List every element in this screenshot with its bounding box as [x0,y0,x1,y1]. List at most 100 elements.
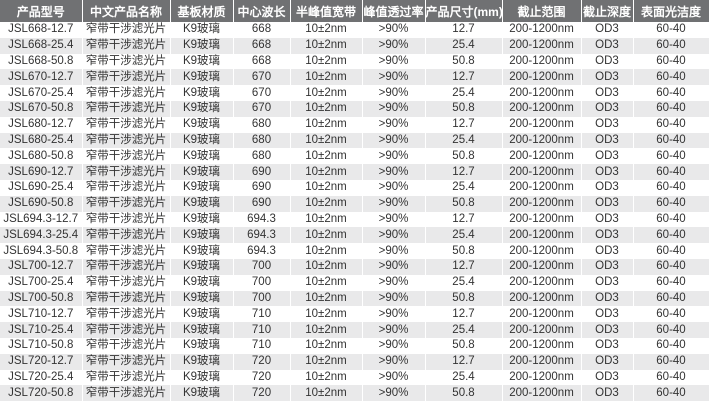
table-cell: 200-1200nm [502,306,582,323]
table-row: JSL680-25.4 窄带干涉滤光片 K9玻璃 680 10±2nm >90% 25.4 2… [0,132,709,149]
table-cell: 10±2nm [290,132,363,149]
table-cell: 50.8 [425,337,503,354]
table-cell: 10±2nm [290,306,363,323]
table-cell: 50.8 [425,290,503,307]
table-cell: JSL700-12.7 [0,258,83,275]
table-cell: 60-40 [633,243,709,259]
table-cell: JSL680-50.8 [0,148,83,165]
table-row: JSL710-12.7 窄带干涉滤光片 K9玻璃 710 10±2nm >90% 12.7 2… [0,306,709,323]
table-cell: >90% [362,85,426,101]
table-cell: 窄带干涉滤光片 [82,195,171,212]
table-cell: K9玻璃 [170,337,234,354]
column-header: 表面光洁度 [633,0,709,22]
table-cell: 670 [233,69,291,86]
table-cell: >90% [362,69,426,86]
table-cell: >90% [362,322,426,338]
table-cell: 690 [233,164,291,180]
table-cell: 60-40 [633,100,709,117]
table-cell: 680 [233,148,291,165]
table-cell: 668 [233,53,291,70]
table-cell: 10±2nm [290,258,363,275]
table-cell: K9玻璃 [170,306,234,323]
table-cell: 60-40 [633,179,709,196]
table-cell: 710 [233,322,291,338]
header-row: 产品型号 中文产品名称 基板材质 中心波长 半峰值宽带 峰值透过率 产品尺寸(mm) 截止范围… [0,0,709,22]
table-row: JSL700-50.8 窄带干涉滤光片 K9玻璃 700 10±2nm >90% 50.8 2… [0,290,709,307]
table-cell: 10±2nm [290,195,363,212]
table-cell: 668 [233,37,291,54]
table-cell: 10±2nm [290,243,363,259]
table-cell: 60-40 [633,69,709,86]
table-cell: K9玻璃 [170,22,234,38]
table-cell: OD3 [581,274,634,291]
table-cell: 窄带干涉滤光片 [82,274,171,291]
table-cell: 694.3 [233,211,291,228]
table-cell: K9玻璃 [170,100,234,117]
table-cell: OD3 [581,116,634,133]
table-cell: 50.8 [425,195,503,212]
table-cell: 50.8 [425,148,503,165]
table-cell: JSL670-50.8 [0,100,83,117]
table-cell: 60-40 [633,306,709,323]
table-cell: 60-40 [633,337,709,354]
table-cell: 窄带干涉滤光片 [82,164,171,180]
table-cell: 200-1200nm [502,243,582,259]
table-cell: >90% [362,274,426,291]
table-cell: 200-1200nm [502,22,582,38]
table-cell: 694.3 [233,243,291,259]
table-cell: OD3 [581,53,634,70]
table-cell: 10±2nm [290,274,363,291]
table-cell: 12.7 [425,22,503,38]
table-cell: 12.7 [425,258,503,275]
table-cell: 窄带干涉滤光片 [82,243,171,259]
table-cell: JSL710-12.7 [0,306,83,323]
table-cell: 60-40 [633,22,709,38]
table-cell: OD3 [581,290,634,307]
table-row: JSL670-25.4 窄带干涉滤光片 K9玻璃 670 10±2nm >90% 25.4 2… [0,85,709,101]
table-cell: 窄带干涉滤光片 [82,37,171,54]
table-cell: >90% [362,227,426,244]
table-cell: 窄带干涉滤光片 [82,322,171,338]
table-row: JSL720-50.8 窄带干涉滤光片 K9玻璃 720 10±2nm >90% 50.8 2… [0,385,709,401]
table-cell: JSL720-12.7 [0,353,83,370]
table-cell: 200-1200nm [502,164,582,180]
table-cell: 窄带干涉滤光片 [82,179,171,196]
table-cell: OD3 [581,132,634,149]
table-cell: 60-40 [633,211,709,228]
table-cell: 12.7 [425,69,503,86]
table-cell: >90% [362,148,426,165]
table-cell: JSL720-50.8 [0,385,83,401]
table-row: JSL710-25.4 窄带干涉滤光片 K9玻璃 710 10±2nm >90% 25.4 2… [0,322,709,338]
table-cell: 50.8 [425,100,503,117]
table-cell: JSL710-50.8 [0,337,83,354]
table-cell: OD3 [581,37,634,54]
column-header: 产品尺寸(mm) [425,0,503,22]
table-cell: K9玻璃 [170,164,234,180]
table-cell: 窄带干涉滤光片 [82,22,171,38]
table-row: JSL700-25.4 窄带干涉滤光片 K9玻璃 700 10±2nm >90% 25.4 2… [0,274,709,291]
table-cell: K9玻璃 [170,290,234,307]
table-cell: 680 [233,132,291,149]
table-cell: 60-40 [633,274,709,291]
table-cell: 12.7 [425,116,503,133]
table-row: JSL668-50.8 窄带干涉滤光片 K9玻璃 668 10±2nm >90% 50.8 2… [0,53,709,70]
table-row: JSL720-25.4 窄带干涉滤光片 K9玻璃 720 10±2nm >90% 25.4 2… [0,369,709,386]
table-cell: OD3 [581,22,634,38]
table-cell: 60-40 [633,385,709,401]
table-cell: JSL668-25.4 [0,37,83,54]
column-header: 基板材质 [170,0,234,22]
table-cell: >90% [362,337,426,354]
table-row: JSL720-12.7 窄带干涉滤光片 K9玻璃 720 10±2nm >90% 12.7 2… [0,353,709,370]
table-cell: 12.7 [425,164,503,180]
table-cell: 50.8 [425,53,503,70]
table-cell: 25.4 [425,132,503,149]
table-cell: 60-40 [633,53,709,70]
table-cell: 60-40 [633,369,709,386]
table-cell: 窄带干涉滤光片 [82,116,171,133]
table-cell: >90% [362,195,426,212]
table-cell: 窄带干涉滤光片 [82,53,171,70]
table-cell: 60-40 [633,353,709,370]
table-cell: 670 [233,85,291,101]
table-cell: K9玻璃 [170,211,234,228]
